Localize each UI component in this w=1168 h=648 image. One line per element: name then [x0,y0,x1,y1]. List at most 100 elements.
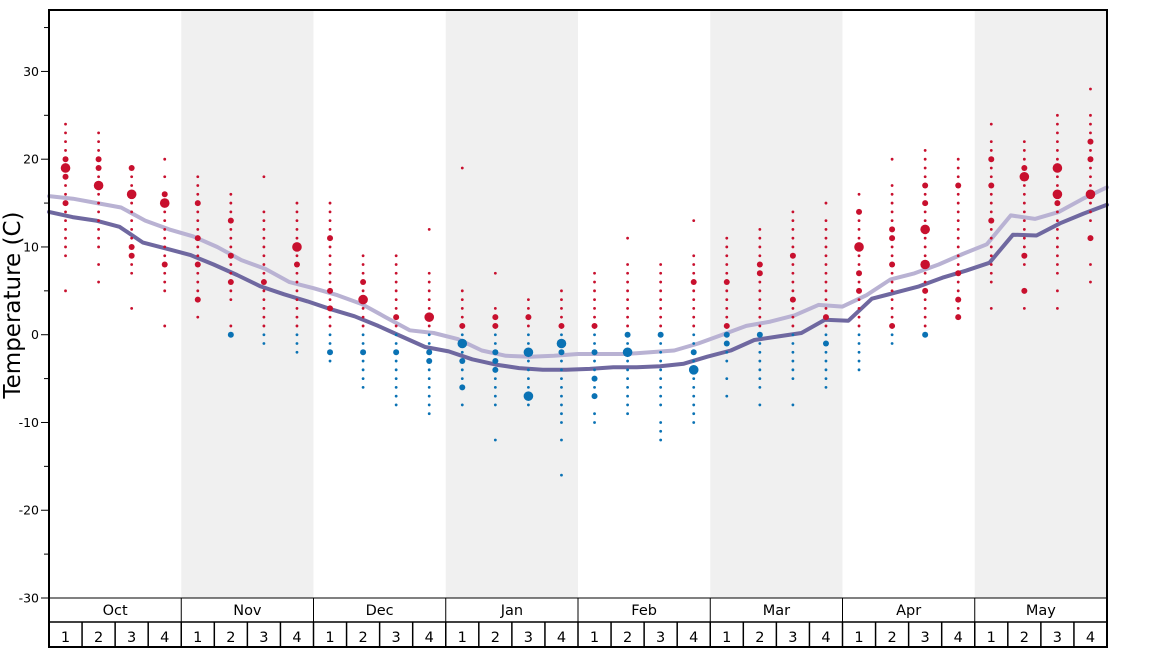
warm-point [791,315,795,319]
warm-point [97,149,100,152]
cold-point [523,391,534,401]
warm-point [95,156,102,163]
warm-point [989,140,993,144]
warm-point [97,192,100,196]
month-shade-band [974,10,1107,598]
warm-point [97,219,100,223]
warm-point [791,324,795,328]
warm-point [723,322,730,329]
cold-point [725,359,729,363]
week-label: 1 [722,630,731,646]
warm-point [196,280,200,284]
warm-point [262,271,266,275]
warm-point [989,122,993,126]
month-label: May [1026,603,1056,619]
warm-point [1056,140,1059,144]
warm-point [227,252,234,259]
warm-point [229,271,233,275]
warm-point [1089,280,1092,284]
y-axis-label: Temperature (C) [0,211,26,399]
warm-point [130,306,134,310]
warm-point [659,280,663,284]
warm-point [560,306,563,310]
week-label: 3 [921,630,930,646]
warm-point [758,254,762,258]
warm-point [989,245,993,249]
warm-point [890,306,894,310]
cold-point [692,333,696,337]
warm-point [229,289,233,293]
cold-point [427,342,431,345]
warm-point [857,298,861,302]
warm-point [822,314,829,321]
warm-point [427,298,431,302]
warm-point [1089,210,1092,214]
warm-point [890,184,894,187]
warm-point [923,157,927,161]
warm-point [328,324,332,328]
cold-point [394,403,398,407]
cold-point [361,342,365,345]
cold-point [460,333,464,337]
warm-point [1087,235,1094,242]
warm-point [64,149,67,152]
week-label: 3 [1053,630,1062,646]
cold-point [626,394,629,398]
week-label: 1 [458,630,467,646]
warm-point [527,306,530,310]
warm-point [229,263,233,266]
warm-point [923,324,927,328]
warm-point [725,271,729,275]
month-label: Nov [233,603,262,619]
month-shade-band [445,10,578,598]
cold-point [556,338,567,349]
warm-point [1022,184,1026,187]
warm-point [262,289,266,293]
warm-point [361,271,365,275]
warm-point [824,324,828,328]
warm-point [394,298,398,302]
warm-point [922,200,929,207]
warm-point [327,287,334,294]
warm-point [62,200,69,207]
warm-point [427,324,431,328]
warm-point [1056,228,1059,231]
warm-point [988,182,995,189]
cold-point [493,377,497,380]
warm-point [97,280,100,284]
month-label: Apr [896,603,921,619]
warm-point [64,228,67,231]
cold-point [394,394,398,398]
cold-point [824,368,828,372]
cold-point [560,403,563,407]
warm-point [194,296,201,303]
warm-point [956,254,960,258]
warm-point [1056,131,1059,135]
warm-point [130,175,134,179]
warm-point [1089,122,1092,126]
warm-point [1089,201,1092,205]
warm-point [857,236,861,240]
warm-point [857,192,861,196]
warm-point [295,201,299,205]
warm-point [890,271,894,275]
warm-point [626,298,629,302]
week-label: 4 [689,630,698,646]
cold-point [328,359,332,363]
warm-point [890,315,894,319]
cold-point [725,377,729,380]
week-label: 1 [987,630,996,646]
cold-point [692,412,696,416]
cold-point [493,333,497,337]
week-label: 1 [325,630,334,646]
cold-point [560,412,563,416]
warm-point [163,245,167,249]
warm-point [360,279,367,286]
y-tick-label: 20 [23,152,39,167]
cold-point [527,342,530,345]
warm-point [789,296,796,303]
cold-point [593,342,596,345]
warm-point [988,217,995,224]
warm-point [955,296,962,303]
warm-point [130,236,134,240]
